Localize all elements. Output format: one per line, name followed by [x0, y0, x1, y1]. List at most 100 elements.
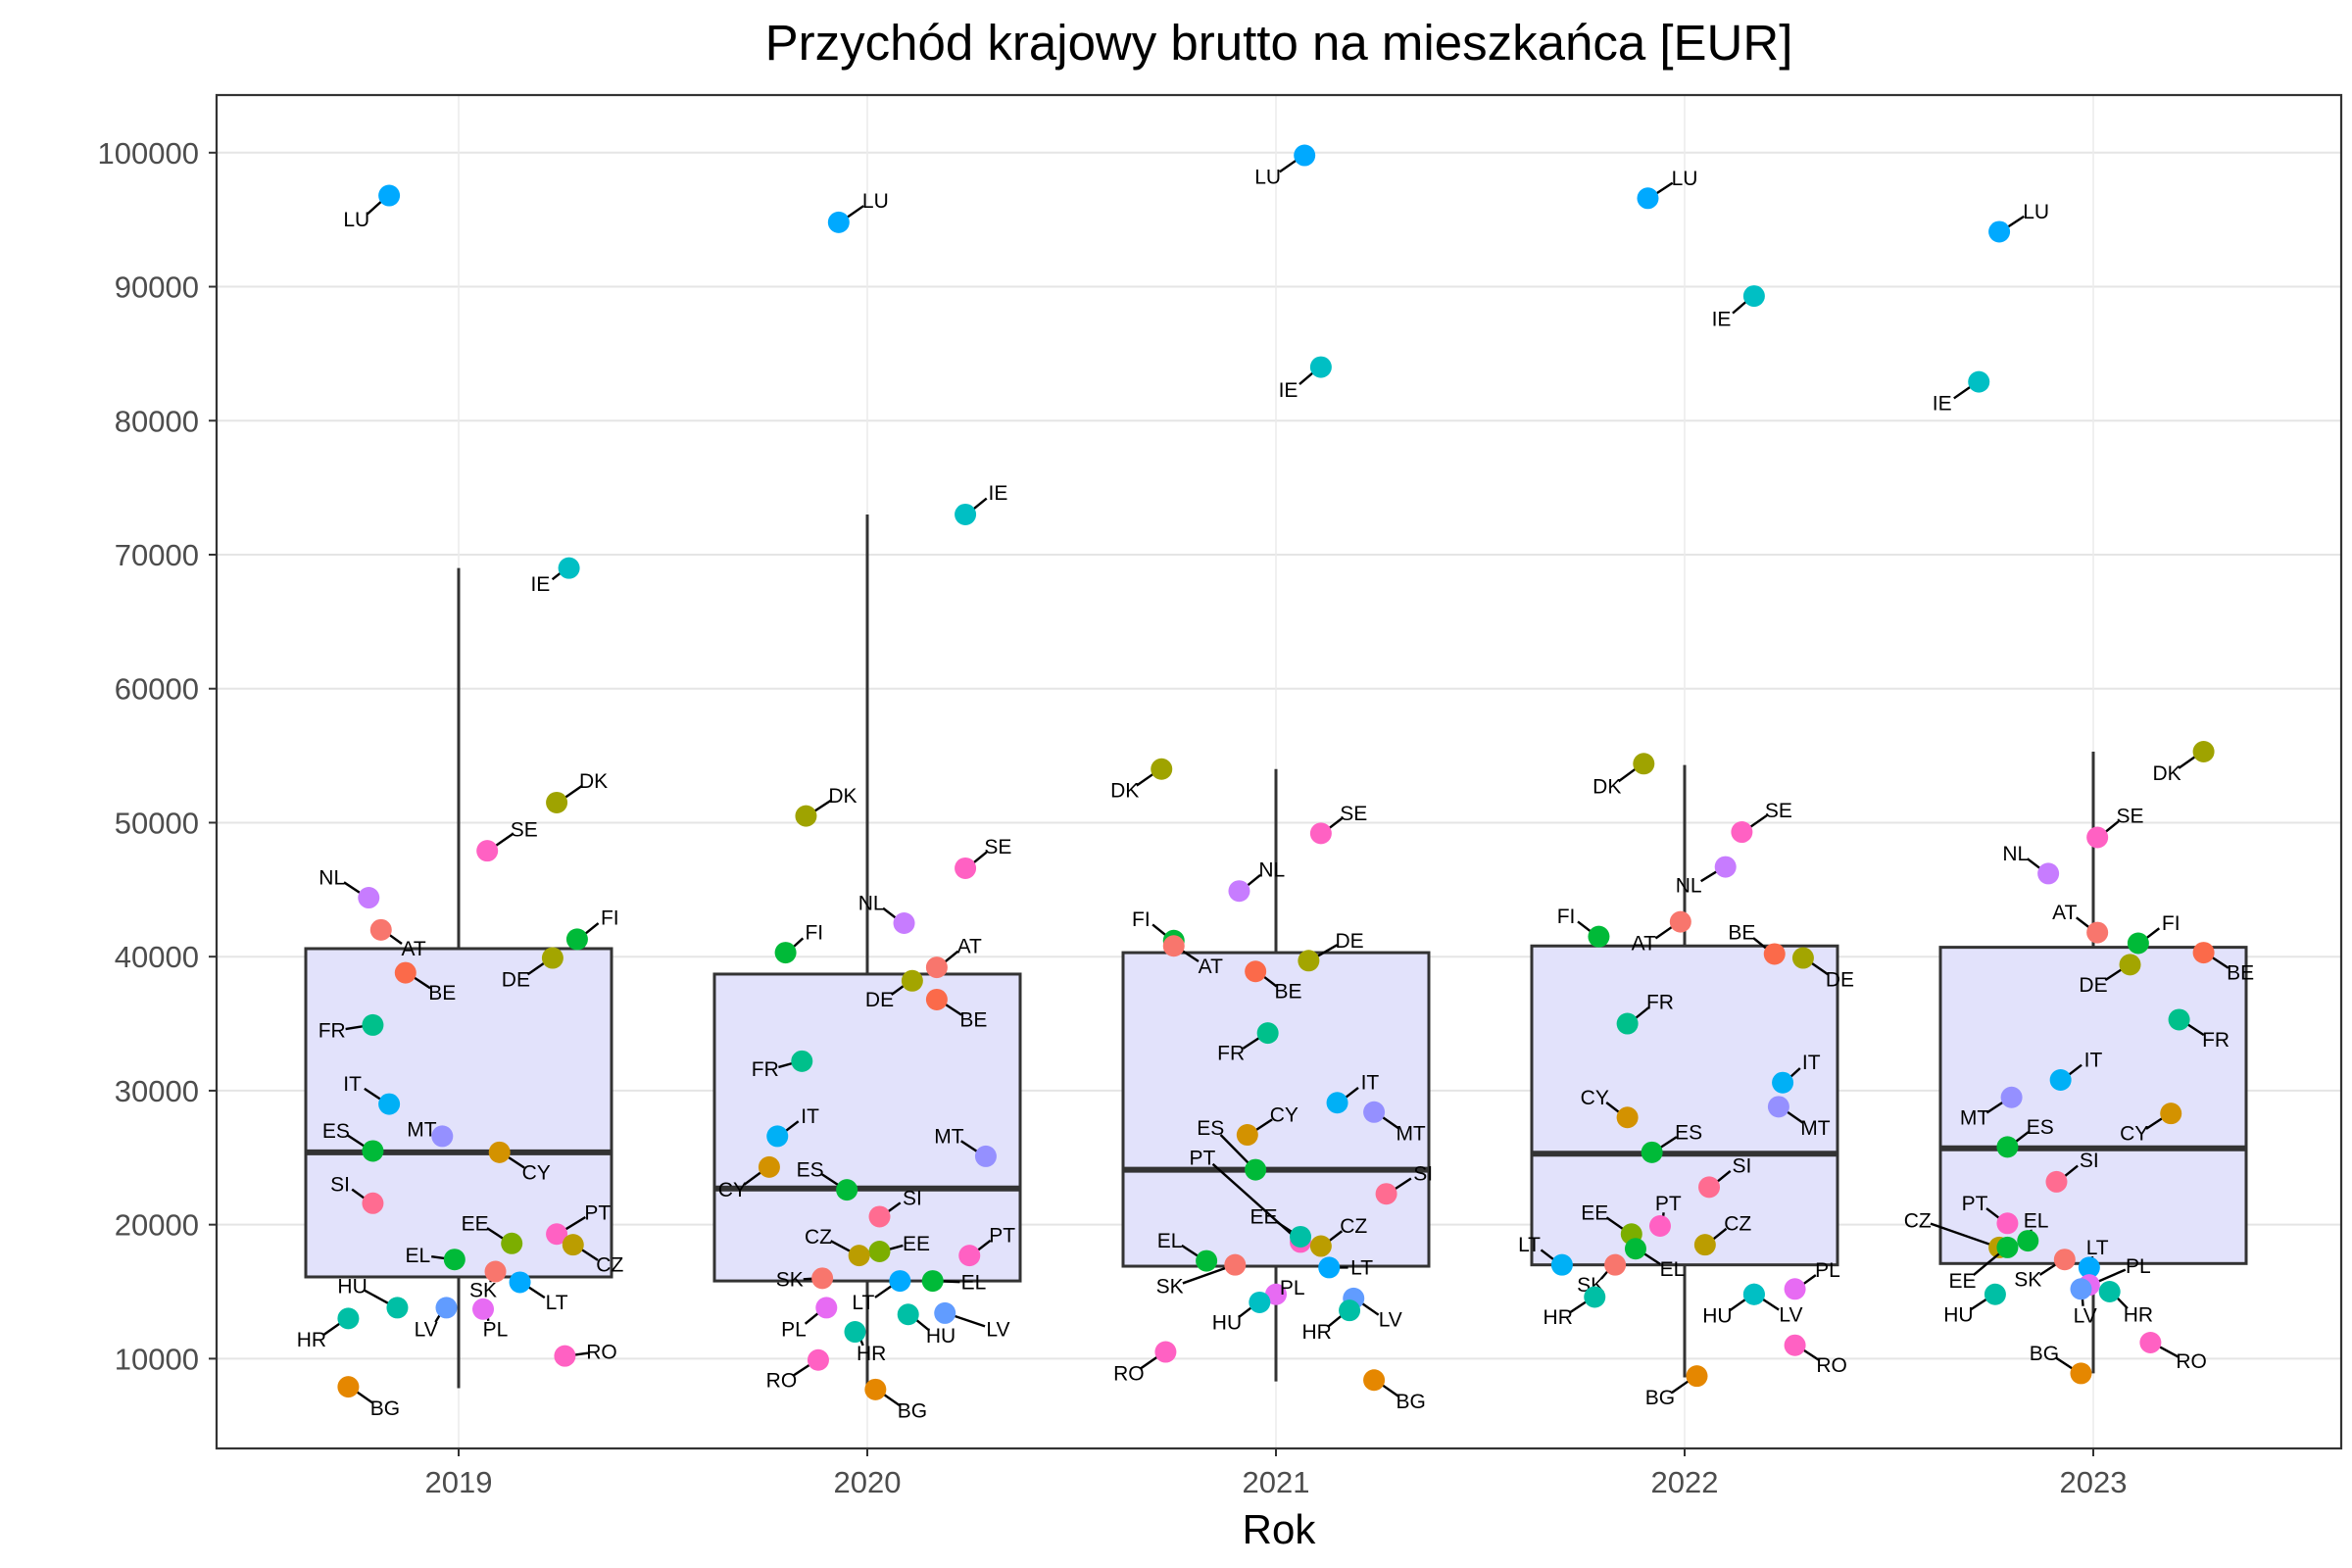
y-tick-label: 20000 [115, 1208, 199, 1243]
point-group-2020-CY: CY [718, 1155, 780, 1201]
label-leader [941, 1280, 960, 1284]
point-label: SK [469, 1280, 497, 1302]
data-point [974, 1145, 997, 1167]
point-group-2020-LT: LT [852, 1270, 911, 1314]
point-label: NL [2002, 843, 2029, 865]
data-point [1363, 1101, 1386, 1123]
point-group-2021-BE: BE [1245, 960, 1302, 1004]
point-group-2019-PL: PL [472, 1298, 508, 1341]
point-label: MT [1800, 1117, 1830, 1140]
label-leader [976, 1239, 992, 1252]
point-label: PT [584, 1201, 611, 1224]
data-point [1988, 220, 2011, 243]
data-point [1784, 1278, 1806, 1300]
point-group-2021-SI: SI [1375, 1163, 1433, 1205]
data-point [1245, 960, 1267, 983]
label-leader [1381, 1383, 1400, 1398]
point-group-2020-HR: HR [844, 1321, 886, 1365]
point-label: CY [522, 1161, 551, 1184]
point-label: DK [2152, 762, 2180, 785]
data-point [488, 1141, 511, 1163]
point-group-2020-IT: IT [766, 1105, 819, 1148]
data-point [1763, 943, 1786, 965]
point-label: IE [989, 482, 1008, 505]
label-leader [1315, 944, 1339, 958]
label-leader [1279, 159, 1298, 173]
point-group-2022-HR: HR [1544, 1286, 1606, 1329]
y-tick-label: 60000 [115, 672, 199, 707]
point-group-2019-HR: HR [297, 1307, 360, 1351]
data-point [2192, 942, 2215, 964]
data-point [1151, 758, 1173, 780]
data-point [1996, 1212, 2019, 1235]
data-point [337, 1307, 360, 1330]
point-label: DK [1592, 776, 1621, 799]
point-label: PT [1655, 1193, 1682, 1215]
point-label: FR [1646, 992, 1674, 1014]
label-leader [1785, 1109, 1805, 1125]
point-group-2020-IE: IE [955, 482, 1007, 525]
box-2020 [712, 514, 1022, 1392]
data-point [337, 1376, 360, 1398]
point-label: PL [1815, 1259, 1840, 1282]
y-tick-label: 80000 [115, 404, 199, 438]
point-group-2019-RO: RO [554, 1342, 617, 1367]
data-point [934, 1301, 956, 1324]
data-point [2053, 1249, 2076, 1271]
point-group-2023-SE: SE [2086, 806, 2144, 849]
y-tick-label: 100000 [98, 136, 199, 171]
point-group-2023-LT: LT [2078, 1237, 2109, 1279]
data-point [868, 1241, 891, 1263]
data-point [848, 1245, 870, 1267]
label-leader [1182, 1266, 1228, 1285]
point-group-2019-HU: HU [337, 1276, 409, 1319]
data-point [501, 1232, 523, 1254]
point-label: HR [1544, 1306, 1573, 1329]
data-point [369, 918, 392, 941]
label-leader [1658, 1136, 1678, 1150]
data-point [2000, 1086, 2023, 1108]
point-group-2022-LT: LT [1518, 1234, 1573, 1276]
point-label: IT [1802, 1052, 1821, 1074]
point-label: LU [1254, 166, 1281, 188]
point-group-2023-ES: ES [1996, 1116, 2054, 1158]
label-leader [1360, 1301, 1380, 1316]
label-leader [830, 1240, 853, 1253]
point-group-2023-PT: PT [1962, 1193, 2019, 1235]
point-group-2022-BE: BE [1728, 922, 1786, 965]
label-leader [494, 833, 514, 848]
point-group-2020-BE: BE [925, 988, 987, 1031]
label-leader [1970, 1298, 1988, 1311]
label-leader [886, 1201, 902, 1213]
point-group-2021-FR: FR [1217, 1022, 1279, 1065]
point-label: CZ [596, 1254, 623, 1277]
label-leader [2096, 1268, 2127, 1284]
points-layer: LU IE DK SE NL AT FI DE BE FR IT MT ES CY SI PT EE CZ EL SK… [297, 144, 2254, 1423]
point-label: BG [1645, 1387, 1675, 1409]
data-point [484, 1260, 507, 1283]
data-point [2070, 1362, 2092, 1385]
data-point [1693, 1234, 1716, 1256]
data-point [565, 928, 588, 951]
point-group-2019-DE: DE [502, 947, 564, 991]
label-leader [2067, 1063, 2082, 1077]
point-label: EL [405, 1245, 430, 1267]
point-label: LT [1350, 1256, 1373, 1279]
label-leader [1298, 370, 1315, 386]
point-group-2021-CY: CY [1236, 1104, 1298, 1147]
point-group-2022-FI: FI [1557, 906, 1610, 948]
point-label: CY [1270, 1104, 1298, 1127]
label-leader [2063, 1164, 2079, 1178]
data-point [1290, 1225, 1312, 1248]
data-point [1309, 1235, 1332, 1257]
point-label: SE [511, 818, 538, 841]
data-point [1224, 1253, 1247, 1276]
point-group-2022-DK: DK [1592, 753, 1655, 799]
data-point [1772, 1071, 1794, 1094]
data-point [889, 1270, 911, 1293]
point-group-2023-IT: IT [2049, 1049, 2102, 1091]
point-group-2023-CY: CY [2120, 1102, 2182, 1146]
label-leader [2026, 858, 2042, 870]
label-leader [2103, 820, 2120, 834]
point-label: MT [1960, 1106, 1989, 1129]
